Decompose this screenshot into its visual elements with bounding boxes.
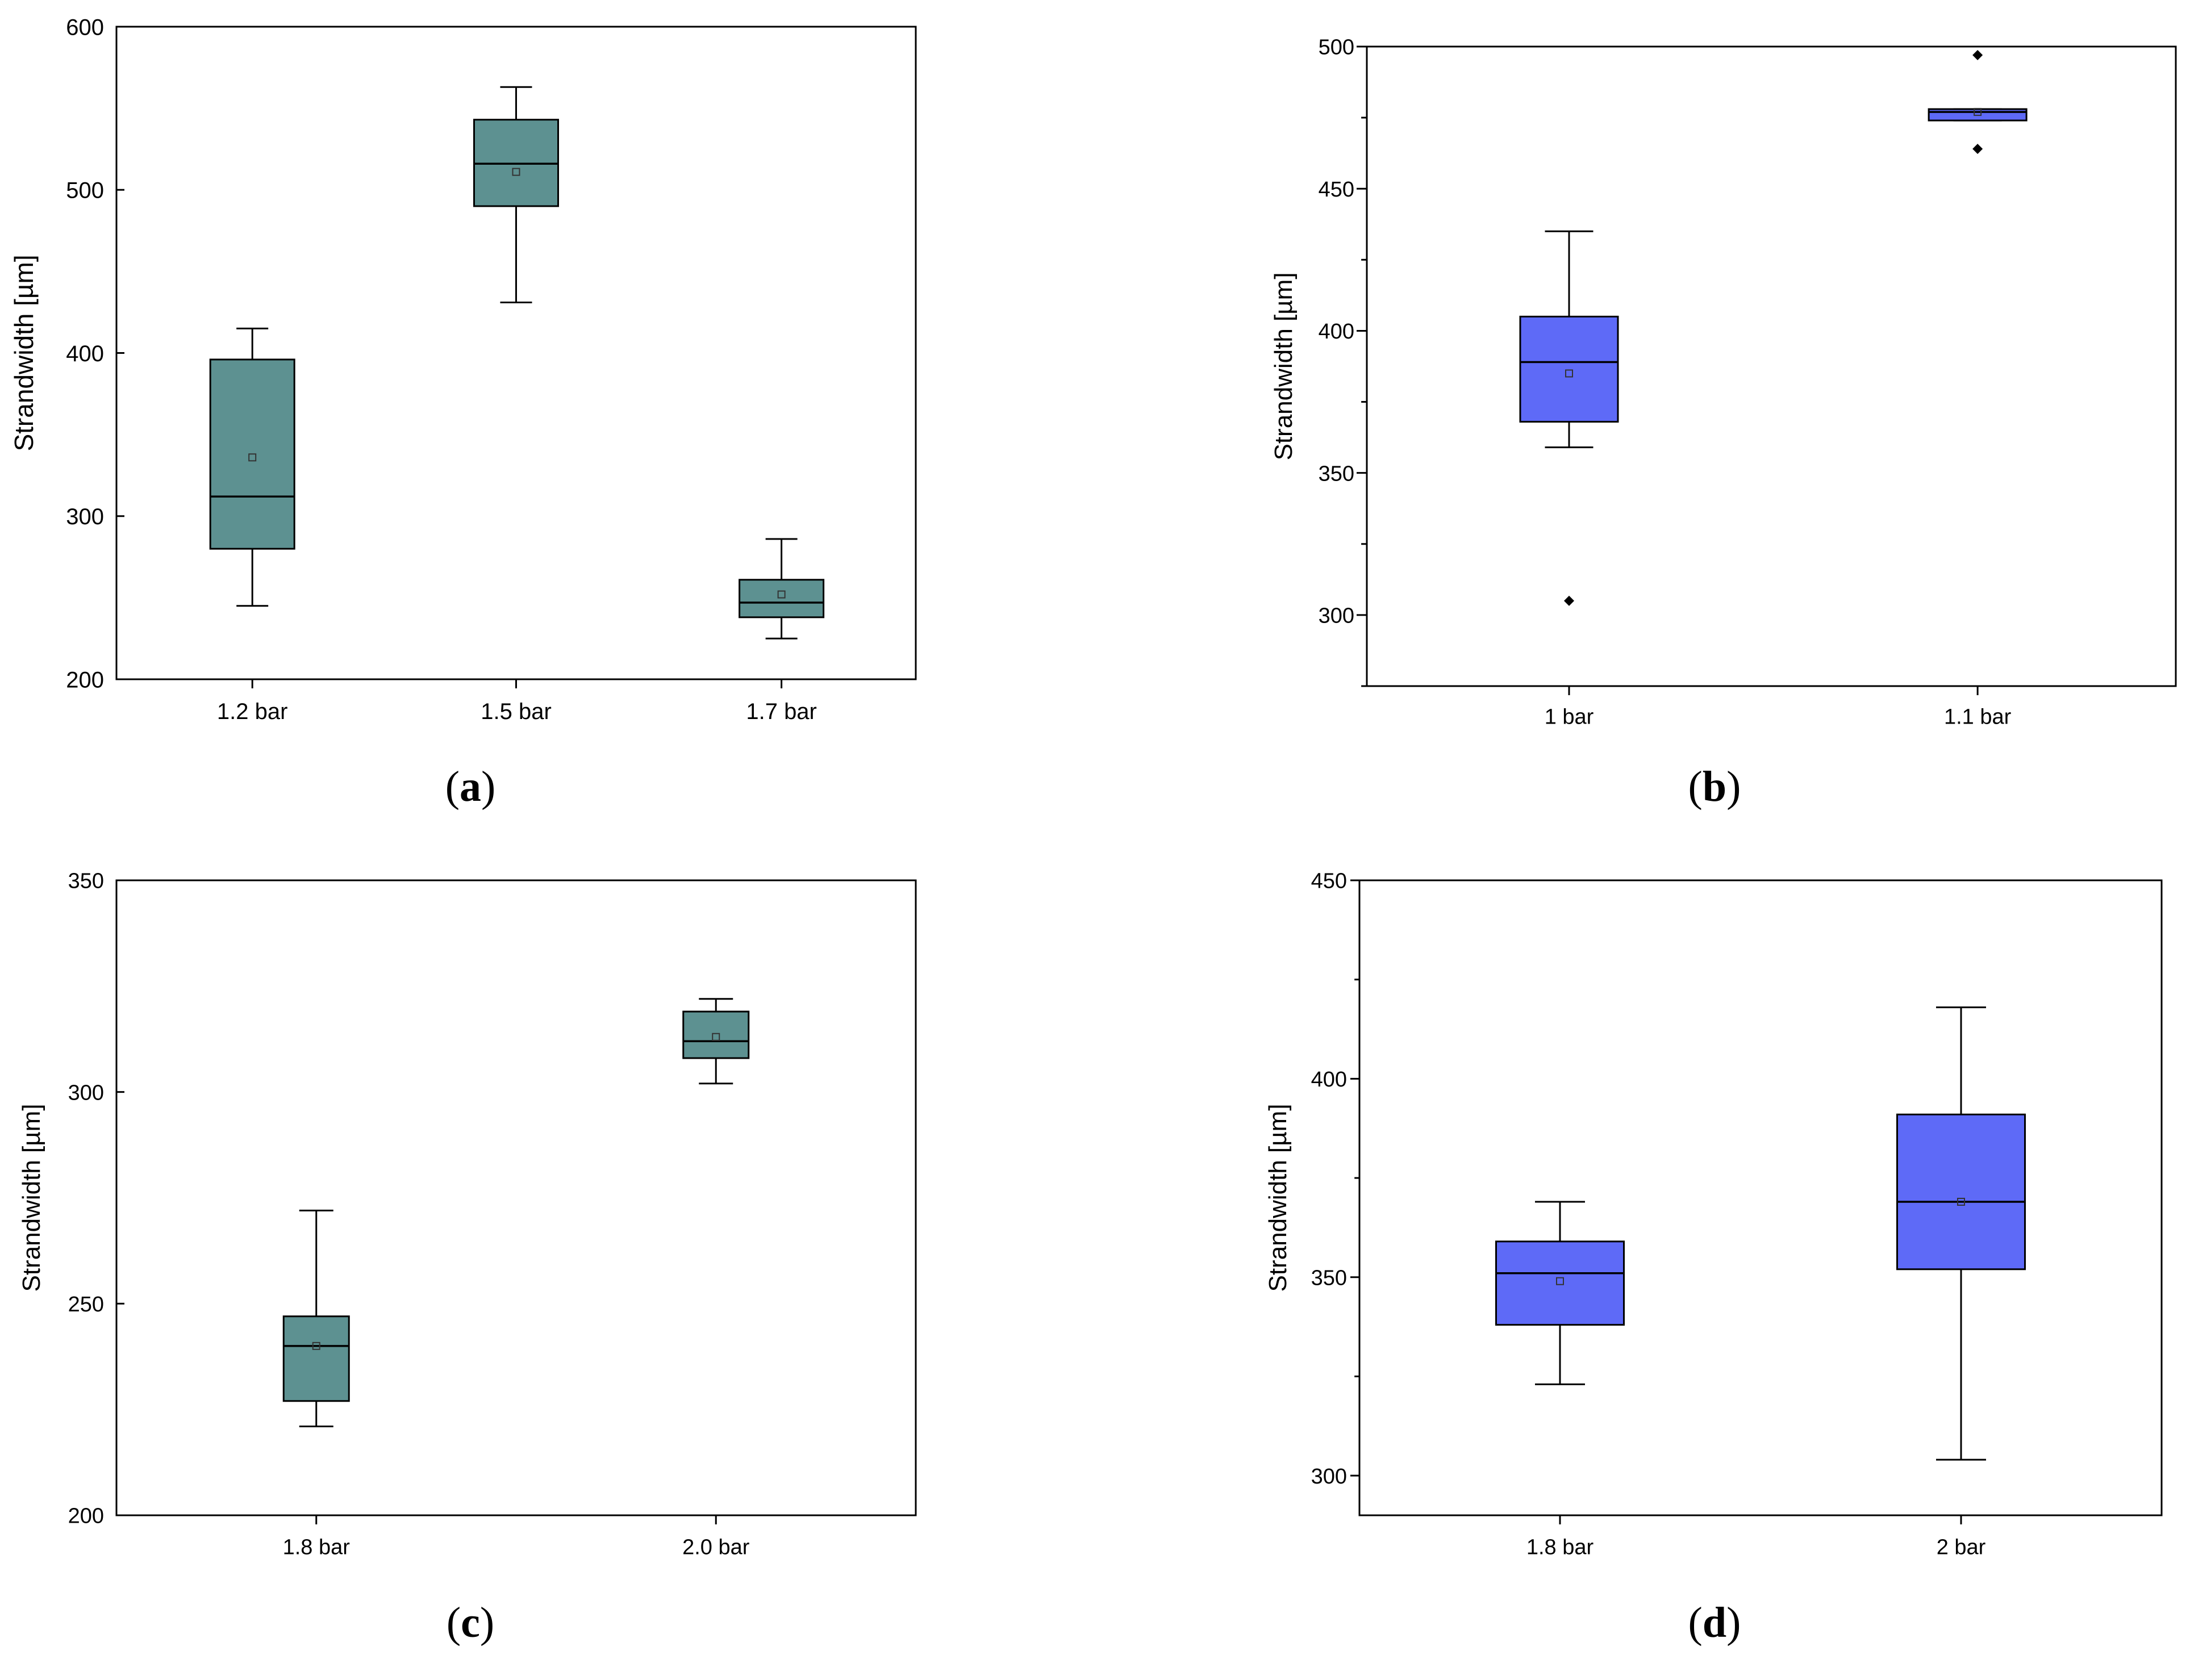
iqr-box — [1519, 315, 1619, 423]
x-tick-label: 2.0 bar — [682, 1535, 750, 1559]
box-1-8-bar — [282, 1209, 350, 1427]
x-tick-label: 1.7 bar — [746, 699, 817, 724]
x-tick-label: 1.2 bar — [217, 699, 288, 724]
y-axis-label: Strandwidth [µm] — [9, 254, 39, 451]
panel-caption: (d) — [1688, 1599, 1741, 1646]
mean-marker — [1565, 369, 1573, 378]
y-tick-label: 450 — [1319, 178, 1354, 202]
outlier-point — [1972, 50, 1983, 61]
x-tick-label: 1.8 bar — [1526, 1535, 1594, 1559]
y-tick-label: 300 — [1319, 604, 1354, 628]
outlier-point — [1972, 144, 1983, 154]
y-axis-label: Strandwidth [µm] — [1270, 272, 1298, 460]
iqr-box — [739, 579, 825, 618]
mean-marker — [1957, 1197, 1965, 1206]
y-tick-label: 200 — [66, 667, 104, 692]
iqr-box — [682, 1010, 750, 1059]
mean-marker — [777, 590, 786, 599]
x-tick-label: 2 bar — [1937, 1535, 1986, 1559]
panel-caption: (a) — [445, 763, 496, 810]
plot-frame — [1358, 879, 2163, 1516]
box-1-5-bar — [473, 86, 559, 303]
outlier-point — [1564, 595, 1574, 606]
iqr-box — [1495, 1240, 1625, 1326]
box-2-0-bar — [682, 998, 750, 1085]
chart-panel-a: 200 300 400 500 600 Strandwidth [µm] 1.2 bar 1.… — [9, 15, 917, 810]
iqr-box — [1896, 1113, 2026, 1271]
y-tick-label: 500 — [66, 178, 104, 203]
y-tick-label: 500 — [1319, 36, 1354, 60]
y-tick-label: 400 — [1319, 320, 1354, 344]
mean-marker — [512, 168, 520, 176]
chart-panel-d: 300 350 400 450 Strandwidth [µm] 1.8 bar 2 bar… — [1264, 870, 2163, 1646]
mean-marker — [1974, 108, 1982, 116]
y-tick-label: 400 — [66, 341, 104, 366]
box-1-1-bar — [1928, 50, 2028, 154]
x-tick-label: 1.1 bar — [1944, 705, 2012, 729]
mean-marker — [312, 1342, 320, 1350]
plot-frame — [1366, 45, 2177, 687]
mean-marker — [712, 1033, 720, 1041]
y-axis-label: Strandwidth [µm] — [18, 1104, 45, 1292]
x-tick-label: 1.5 bar — [481, 699, 552, 724]
box-1-8-bar — [1495, 1201, 1625, 1385]
mean-marker — [248, 453, 257, 462]
box-2-bar — [1896, 1006, 2026, 1461]
plot-frame — [115, 879, 917, 1516]
y-tick-label: 250 — [68, 1293, 104, 1317]
y-tick-label: 350 — [1311, 1266, 1347, 1290]
y-axis-label: Strandwidth [µm] — [1264, 1104, 1292, 1292]
panel-caption: (c) — [447, 1599, 494, 1646]
y-tick-label: 350 — [68, 870, 104, 893]
chart-panel-c: 200 250 300 350 Strandwidth [µm] 1.8 bar 2.0 b… — [18, 870, 917, 1646]
mean-marker — [1556, 1277, 1564, 1285]
y-tick-label: 600 — [66, 15, 104, 40]
x-tick-label: 1.8 bar — [283, 1535, 351, 1559]
box-1-bar — [1519, 230, 1619, 606]
y-tick-label: 200 — [68, 1505, 104, 1528]
y-tick-label: 400 — [1311, 1068, 1347, 1092]
y-tick-label: 300 — [1311, 1465, 1347, 1489]
panel-caption: (b) — [1688, 763, 1741, 810]
y-tick-label: 450 — [1311, 870, 1347, 893]
x-tick-label: 1 bar — [1545, 705, 1594, 729]
y-tick-label: 350 — [1319, 462, 1354, 486]
chart-panel-b: 300 350 400 450 500 Strandwidth [µm] 1 bar 1.1 … — [1270, 36, 2177, 810]
y-tick-label: 300 — [68, 1081, 104, 1105]
iqr-box — [282, 1315, 350, 1402]
box-1-2-bar — [209, 327, 295, 607]
box-1-7-bar — [739, 538, 825, 640]
y-tick-label: 300 — [66, 504, 104, 529]
